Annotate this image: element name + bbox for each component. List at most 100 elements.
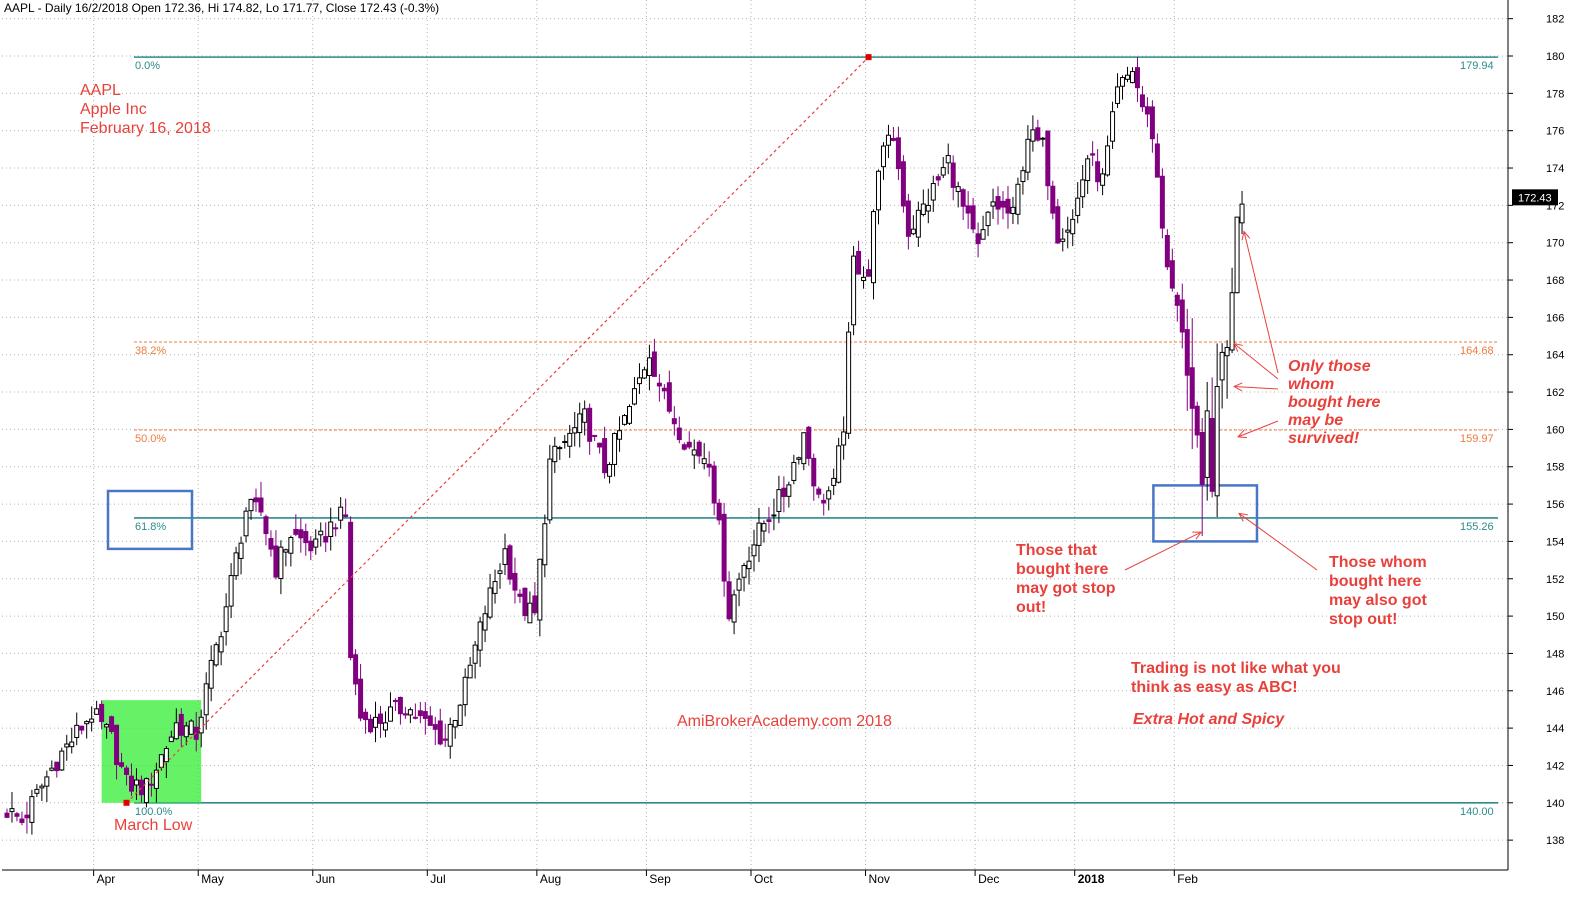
candle	[109, 715, 115, 734]
candle-body	[1075, 197, 1081, 216]
candle	[49, 760, 55, 772]
y-tick-label: 166	[1546, 312, 1564, 324]
candle	[1055, 199, 1061, 244]
candle-body	[612, 433, 618, 465]
candle-body	[985, 211, 991, 227]
candles-layer	[4, 57, 1245, 835]
candle-body	[24, 814, 30, 819]
candle	[1110, 101, 1116, 149]
candle-body	[64, 743, 70, 748]
candle-body	[552, 445, 558, 463]
candle-body	[701, 458, 707, 465]
candle	[587, 403, 593, 455]
survived-line: Only those	[1288, 358, 1371, 375]
candle-body	[153, 769, 159, 789]
candle-body	[1164, 235, 1170, 268]
candle-body	[791, 461, 797, 481]
candle-body	[353, 654, 359, 685]
candle	[472, 640, 478, 679]
candle	[960, 188, 966, 221]
candle-body	[173, 722, 179, 740]
candle	[756, 507, 762, 563]
candle-body	[851, 255, 857, 326]
candle-body	[965, 205, 971, 214]
candle-body	[1179, 299, 1185, 333]
candle-body	[1134, 67, 1140, 89]
candle-body	[756, 522, 762, 546]
candle	[64, 734, 70, 761]
candle	[681, 442, 687, 451]
candle	[861, 266, 867, 289]
candle	[895, 126, 901, 181]
candle	[920, 189, 926, 217]
candle-body	[1189, 367, 1195, 409]
candle-body	[641, 369, 647, 379]
candle	[811, 453, 817, 501]
stop-out-left-line: Those that	[1016, 542, 1098, 559]
candle-body	[303, 531, 309, 544]
candle-body	[871, 211, 877, 284]
candle-body	[228, 575, 234, 607]
candle-body	[1090, 153, 1096, 156]
candle-body	[502, 548, 508, 565]
candle-body	[816, 488, 822, 495]
candle	[467, 656, 473, 679]
candle-body	[223, 606, 229, 633]
candle	[487, 573, 493, 620]
candle-body	[1005, 198, 1011, 214]
candle-body	[1184, 329, 1190, 376]
candle-body	[741, 565, 747, 578]
candle-body	[547, 458, 553, 521]
candle	[288, 535, 294, 567]
candle-body	[781, 487, 787, 498]
candle-body	[293, 528, 299, 535]
candle	[935, 173, 941, 187]
candle-body	[143, 778, 149, 804]
candle	[318, 522, 324, 547]
candle	[328, 507, 334, 551]
candle	[726, 571, 732, 622]
candle	[477, 616, 483, 667]
candle-body	[258, 497, 264, 513]
candle	[263, 514, 269, 546]
x-tick-label: Feb	[1177, 872, 1198, 886]
candle	[776, 475, 782, 524]
candle-body	[452, 719, 458, 728]
candle-body	[885, 134, 891, 146]
candle	[447, 717, 453, 759]
candle	[1060, 228, 1066, 252]
candle	[980, 215, 986, 240]
candle-body	[706, 463, 712, 468]
candle	[163, 745, 169, 779]
candle	[243, 507, 249, 543]
candle-body	[1015, 183, 1021, 215]
candle-body	[1194, 405, 1200, 436]
candle	[1209, 377, 1215, 498]
candle-body	[766, 519, 772, 522]
candle	[273, 530, 279, 580]
candle	[592, 434, 598, 442]
candle-body	[602, 438, 608, 474]
candle-body	[930, 183, 936, 201]
candle-body	[861, 276, 867, 282]
candle-body	[537, 558, 543, 621]
stop-out-right-line: may also got	[1329, 592, 1427, 609]
fib-618-box	[106, 489, 194, 551]
candle	[1080, 164, 1086, 209]
candle	[711, 461, 717, 516]
y-tick-label: 170	[1546, 238, 1564, 250]
survived-line: may be	[1288, 412, 1343, 429]
candle-body	[945, 155, 951, 164]
candle	[1169, 248, 1175, 292]
candle	[577, 402, 583, 448]
candle	[646, 344, 652, 391]
candle-body	[821, 499, 827, 504]
candle	[786, 481, 792, 508]
candle	[736, 572, 742, 607]
candle	[930, 175, 936, 212]
survived-line: survived!	[1288, 430, 1360, 447]
candle-body	[163, 747, 169, 763]
stop-out-right-line: bought here	[1329, 573, 1422, 590]
candle	[104, 723, 110, 739]
fib-price-label: 159.97	[1460, 433, 1494, 445]
